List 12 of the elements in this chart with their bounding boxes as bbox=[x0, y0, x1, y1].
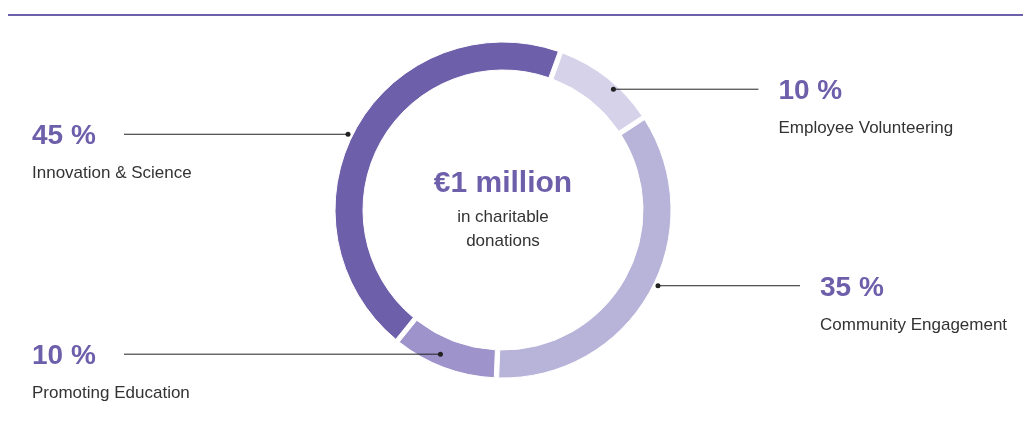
slice-label: Innovation & Science bbox=[32, 163, 192, 183]
data-label: 45 % bbox=[32, 119, 96, 151]
data-label: 10 % bbox=[32, 339, 96, 371]
slice-label: Community Engagement bbox=[820, 314, 1008, 334]
donut-slice bbox=[398, 319, 496, 379]
data-label: 35 % bbox=[820, 270, 884, 302]
slice-label: Promoting Education bbox=[32, 383, 190, 403]
data-label: 10 % bbox=[778, 74, 843, 106]
text: in charitable donations bbox=[457, 207, 549, 250]
donut-slice bbox=[552, 52, 643, 132]
slice-label: Employee Volunteering bbox=[778, 118, 954, 138]
text: €1 million bbox=[433, 165, 573, 198]
